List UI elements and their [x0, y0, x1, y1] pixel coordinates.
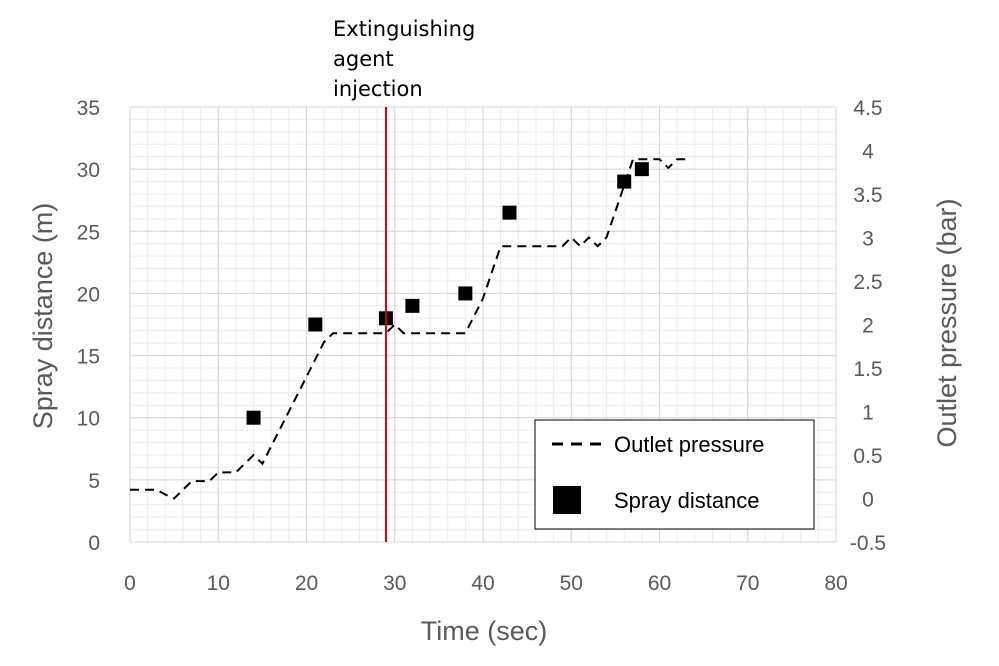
y2-tick-label: 2: [862, 315, 874, 338]
y2-tick-label: 0.5: [853, 445, 882, 468]
y2-tick-label: 1: [862, 402, 874, 425]
x-tick-label: 40: [471, 572, 494, 595]
y2-tick-label: 4.5: [853, 97, 882, 120]
y-tick-label: 30: [77, 159, 100, 182]
y2-tick-label: 2.5: [853, 271, 882, 294]
y-tick-label: 20: [77, 283, 100, 306]
spray-distance-point: [246, 410, 261, 425]
annotation-label: Extinguishing: [333, 17, 475, 41]
legend-marker-sample: [553, 486, 581, 514]
y2-tick-labels: -0.5 0 0.5 1 1.5 2 2.5 3 3.5 4 4.5: [850, 97, 886, 555]
plot-series: [130, 158, 686, 500]
y2-tick-label: 3.5: [853, 184, 882, 207]
x-tick-labels: 0 10 20 30 40 50 60 70 80: [124, 572, 848, 595]
spray-distance-point: [634, 162, 649, 177]
y2-tick-label: 1.5: [853, 358, 882, 381]
y2-axis-title: Outlet pressure (bar): [932, 198, 962, 447]
y-tick-label: 15: [77, 346, 100, 369]
legend-label-outlet-pressure: Outlet pressure: [614, 432, 764, 457]
y2-tick-label: 4: [862, 141, 874, 164]
legend-label-spray-distance: Spray distance: [614, 488, 760, 513]
annotation-label: injection: [333, 77, 423, 101]
y2-tick-label: 0: [862, 489, 874, 512]
x-axis-title: Time (sec): [421, 616, 548, 646]
y2-tick-label: -0.5: [850, 532, 886, 555]
spray-distance-point: [458, 286, 473, 301]
y-tick-label: 25: [77, 221, 100, 244]
spray-distance-point: [617, 174, 632, 189]
y-tick-label: 5: [88, 470, 100, 493]
spray-distance-point: [308, 317, 323, 332]
x-tick-label: 80: [824, 572, 847, 595]
y-axis-title: Spray distance (m): [28, 203, 58, 430]
legend-box: [534, 419, 815, 530]
outlet-pressure-line: [130, 158, 686, 500]
spray-distance-point: [405, 298, 420, 313]
x-tick-label: 30: [383, 572, 406, 595]
y-tick-label: 10: [77, 408, 100, 431]
legend: Outlet pressure Spray distance: [534, 419, 815, 530]
x-tick-label: 70: [736, 572, 759, 595]
spray-distance-point: [502, 205, 517, 220]
y-tick-labels: 0 5 10 15 20 25 30 35: [77, 97, 100, 555]
x-tick-label: 0: [124, 572, 136, 595]
x-tick-label: 50: [560, 572, 583, 595]
x-tick-label: 60: [648, 572, 671, 595]
y-tick-label: 35: [77, 97, 100, 120]
annotation: Extinguishing agent injection: [333, 17, 475, 542]
x-tick-label: 10: [207, 572, 230, 595]
x-tick-label: 20: [295, 572, 318, 595]
y-tick-label: 0: [88, 532, 100, 555]
annotation-label: agent: [333, 47, 394, 71]
y2-tick-label: 3: [862, 228, 874, 251]
